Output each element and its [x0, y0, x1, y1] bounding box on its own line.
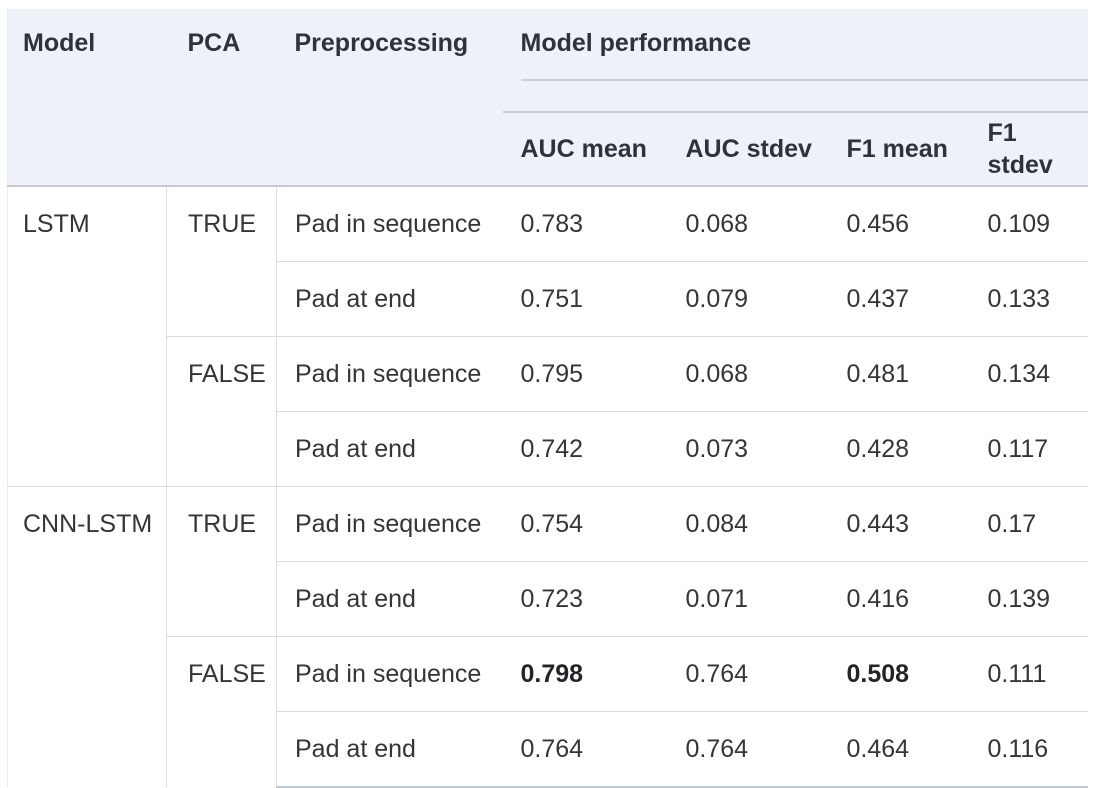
- cell-f1-stdev: 0.116: [969, 711, 1088, 788]
- cell-f1-mean: 0.481: [828, 336, 970, 412]
- cell-auc-stdev: 0.084: [667, 486, 829, 562]
- cell-f1-stdev: 0.117: [969, 411, 1088, 487]
- cell-preprocessing: Pad at end: [276, 261, 503, 337]
- cell-auc-mean: 0.742: [502, 411, 668, 487]
- cell-model: LSTM: [7, 185, 167, 487]
- cell-auc-mean: 0.764: [502, 711, 668, 788]
- cell-preprocessing: Pad in sequence: [276, 336, 503, 412]
- cell-auc-stdev: 0.071: [667, 561, 829, 637]
- header-f1-stdev: F1 stdev: [969, 112, 1088, 187]
- header-auc-mean: AUC mean: [502, 112, 668, 187]
- table-header: Model PCA Preprocessing Model performanc…: [7, 9, 1088, 187]
- cell-preprocessing: Pad in sequence: [276, 185, 503, 262]
- cell-auc-stdev: 0.068: [667, 336, 829, 412]
- cell-auc-mean: 0.795: [502, 336, 668, 412]
- cell-f1-stdev: 0.134: [969, 336, 1088, 412]
- table-row: Pad at end 0.764 0.764 0.464 0.116: [8, 711, 1088, 788]
- cell-auc-stdev: 0.073: [667, 411, 829, 487]
- cell-preprocessing: Pad in sequence: [276, 486, 503, 562]
- cell-f1-mean-best: 0.508: [828, 636, 970, 712]
- header-row-top: Model PCA Preprocessing Model performanc…: [7, 9, 1088, 187]
- table-row: LSTM TRUE Pad in sequence 0.783 0.068 0.…: [7, 185, 1088, 487]
- cell-f1-mean: 0.428: [828, 411, 970, 487]
- results-table-container: Model PCA Preprocessing Model performanc…: [7, 9, 1088, 788]
- spanner-label: Model performance: [520, 9, 1088, 81]
- cell-auc-stdev: 0.068: [667, 185, 829, 262]
- table-row: Pad at end 0.723 0.071 0.416 0.139: [8, 561, 1088, 637]
- cell-f1-stdev: 0.17: [969, 486, 1088, 562]
- cell-f1-stdev: 0.133: [969, 261, 1088, 337]
- cell-auc-mean: 0.723: [502, 561, 668, 637]
- cell-auc-stdev: 0.764: [667, 711, 829, 788]
- cell-preprocessing: Pad at end: [276, 711, 503, 788]
- header-row-metrics: AUC mean AUC stdev F1 mean F1 stdev: [8, 112, 1088, 187]
- header-pca: PCA: [166, 9, 277, 187]
- cell-auc-mean: 0.751: [502, 261, 668, 337]
- header-model: Model: [7, 9, 167, 187]
- cell-auc-mean: 0.754: [502, 486, 668, 562]
- header-preprocessing: Preprocessing: [276, 9, 503, 187]
- cell-pca: TRUE: [166, 185, 277, 337]
- cell-f1-stdev: 0.109: [969, 185, 1088, 262]
- cell-pca: FALSE: [166, 336, 277, 487]
- model-performance-table: Model PCA Preprocessing Model performanc…: [7, 9, 1088, 788]
- table-row: Pad at end 0.751 0.079 0.437 0.133: [8, 261, 1088, 337]
- cell-f1-mean: 0.443: [828, 486, 970, 562]
- cell-f1-stdev: 0.139: [969, 561, 1088, 637]
- cell-auc-mean: 0.783: [502, 185, 668, 262]
- header-auc-stdev: AUC stdev: [667, 112, 829, 187]
- cell-preprocessing: Pad at end: [276, 561, 503, 637]
- table-row: Pad at end 0.742 0.073 0.428 0.117: [8, 411, 1088, 487]
- cell-f1-mean: 0.416: [828, 561, 970, 637]
- cell-auc-stdev: 0.764: [667, 636, 829, 712]
- cell-f1-stdev: 0.111: [969, 636, 1088, 712]
- cell-auc-mean-best: 0.798: [502, 636, 668, 712]
- header-f1-mean: F1 mean: [828, 112, 970, 187]
- cell-preprocessing: Pad in sequence: [276, 636, 503, 712]
- header-spanner-model-performance: Model performance: [502, 9, 1088, 113]
- cell-f1-mean: 0.464: [828, 711, 970, 788]
- cell-f1-mean: 0.437: [828, 261, 970, 337]
- cell-pca: FALSE: [166, 636, 277, 787]
- table-body: LSTM TRUE Pad in sequence 0.783 0.068 0.…: [7, 185, 1088, 788]
- table-row: CNN-LSTM TRUE Pad in sequence 0.754 0.08…: [7, 486, 1088, 787]
- cell-preprocessing: Pad at end: [276, 411, 503, 487]
- table-row: FALSE Pad in sequence 0.798 0.764 0.508 …: [8, 636, 1088, 787]
- cell-f1-mean: 0.456: [828, 185, 970, 262]
- table-row: FALSE Pad in sequence 0.795 0.068 0.481 …: [8, 336, 1088, 487]
- cell-pca: TRUE: [166, 486, 277, 637]
- cell-model: CNN-LSTM: [7, 486, 167, 787]
- cell-auc-stdev: 0.079: [667, 261, 829, 337]
